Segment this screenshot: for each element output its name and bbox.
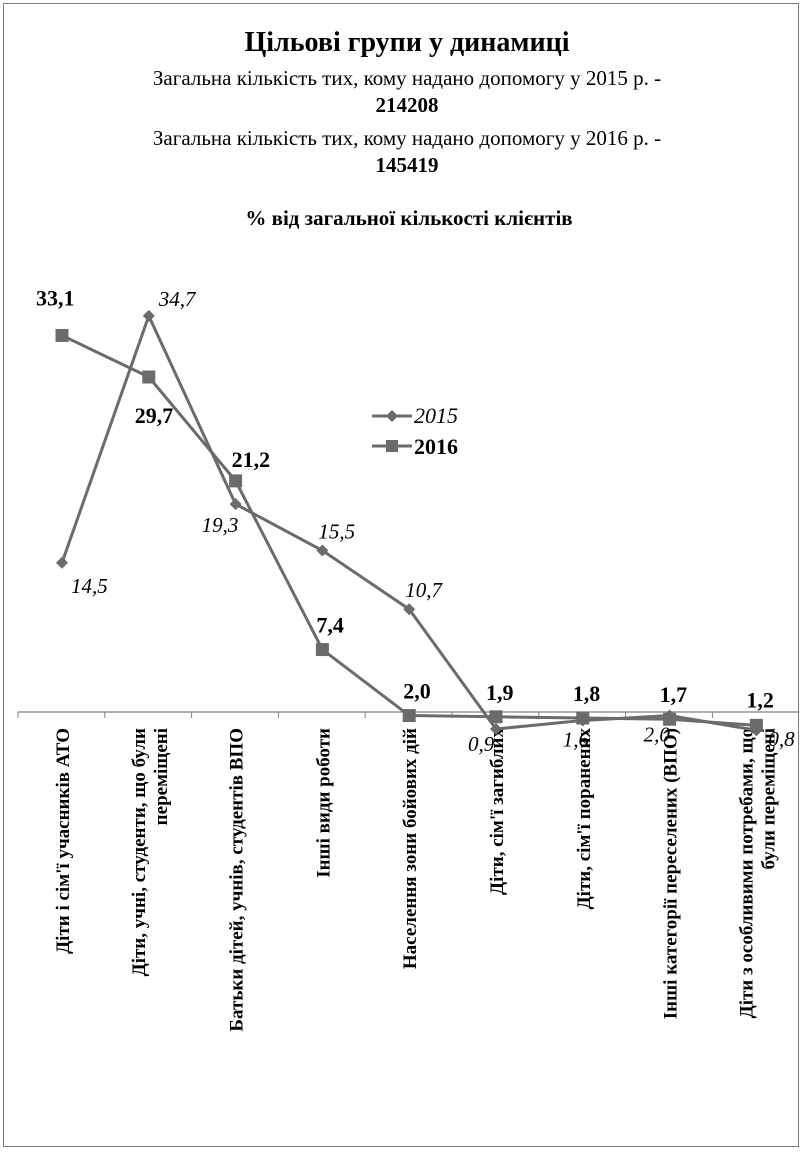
legend: 2015 2016 [372, 403, 458, 459]
series-2015-point [56, 556, 68, 569]
data-label-2015: 15,5 [318, 520, 355, 544]
data-label-2015: 14,5 [71, 574, 108, 598]
data-label-2016: 1,7 [660, 682, 688, 707]
plot-area: Діти і сім'ї учасників АТО Діти, учні, ст… [17, 285, 798, 1032]
series-2016-line [61, 334, 757, 727]
subtitle-total-2016: 145419 [376, 153, 439, 177]
subtitle-line-3: Загальна кількість тих, кому надано допо… [153, 126, 661, 150]
data-label-2016: 7,4 [316, 613, 344, 638]
series-2015-point [316, 544, 329, 557]
series-2015-point [142, 309, 155, 322]
series-2016-point [663, 712, 677, 726]
subtitle-total-2015: 214208 [376, 93, 439, 117]
y-axis-label: % від загальної кількості клієнтів [245, 206, 572, 230]
series-2015-point [403, 603, 416, 616]
data-label-2015: 2,0 [644, 723, 671, 747]
data-label-2015: 0,9 [468, 732, 495, 756]
data-label-2016: 33,1 [36, 285, 75, 310]
x-tick-label: Діти і сім'ї учасників АТО [53, 728, 74, 954]
data-label-2016: 21,2 [232, 447, 271, 472]
series-2016-point [229, 474, 243, 488]
data-label-2015: 19,3 [202, 513, 239, 537]
x-tick-label: Діти, учні, студенти, що булипереміщені [129, 728, 172, 976]
series-2016-point [489, 710, 503, 724]
legend-2015-marker [386, 410, 398, 422]
line-chart: Цільові групи у динамиці Загальна кількі… [17, 27, 798, 1032]
x-tick-label: Діти, сім'ї загиблих [487, 728, 508, 895]
data-label-2015: 10,7 [405, 578, 443, 602]
data-label-2015: 34,7 [158, 287, 197, 311]
series-2016-point [749, 718, 763, 732]
series-2016-point [142, 370, 156, 384]
data-label-2016: 1,9 [486, 680, 514, 705]
series-2015-point [490, 723, 502, 735]
data-label-2016: 2,0 [403, 679, 431, 704]
x-tick-label: Інші категорії переселених (ВПО) [661, 728, 682, 1019]
data-label-2016: 1,2 [746, 687, 774, 712]
series-2016-point [402, 709, 416, 723]
data-label-2016: 1,8 [573, 681, 601, 706]
legend-2016-marker [386, 440, 398, 452]
chart-frame: Цільові групи у динамиці Загальна кількі… [3, 3, 799, 1147]
x-tick-label: Батьки дітей, учнів, студентів ВПО [227, 728, 248, 1032]
subtitle-line-1: Загальна кількість тих, кому надано допо… [153, 66, 661, 90]
data-label-2015: 0,8 [768, 727, 795, 751]
data-label-2015: 1,6 [563, 727, 590, 751]
x-tick-label: Діти, сім'ї поранених [574, 728, 595, 910]
chart-title: Цільові групи у динамиці [244, 27, 569, 58]
legend-2015-label: 2015 [414, 403, 458, 428]
series-2016-point [576, 711, 590, 725]
series-2016-point [55, 328, 69, 342]
series-2015-line [60, 311, 757, 732]
data-label-2016: 29,7 [135, 403, 174, 428]
x-tick-label: Населення зони бойових дій [400, 728, 421, 969]
series-2015-point [229, 498, 242, 511]
legend-2016-label: 2016 [414, 434, 458, 459]
x-tick-label: Діти з особливими потребами, щобули пере… [736, 728, 779, 1018]
series-2016-point [315, 643, 329, 657]
x-tick-label: Інші види роботи [313, 728, 334, 878]
